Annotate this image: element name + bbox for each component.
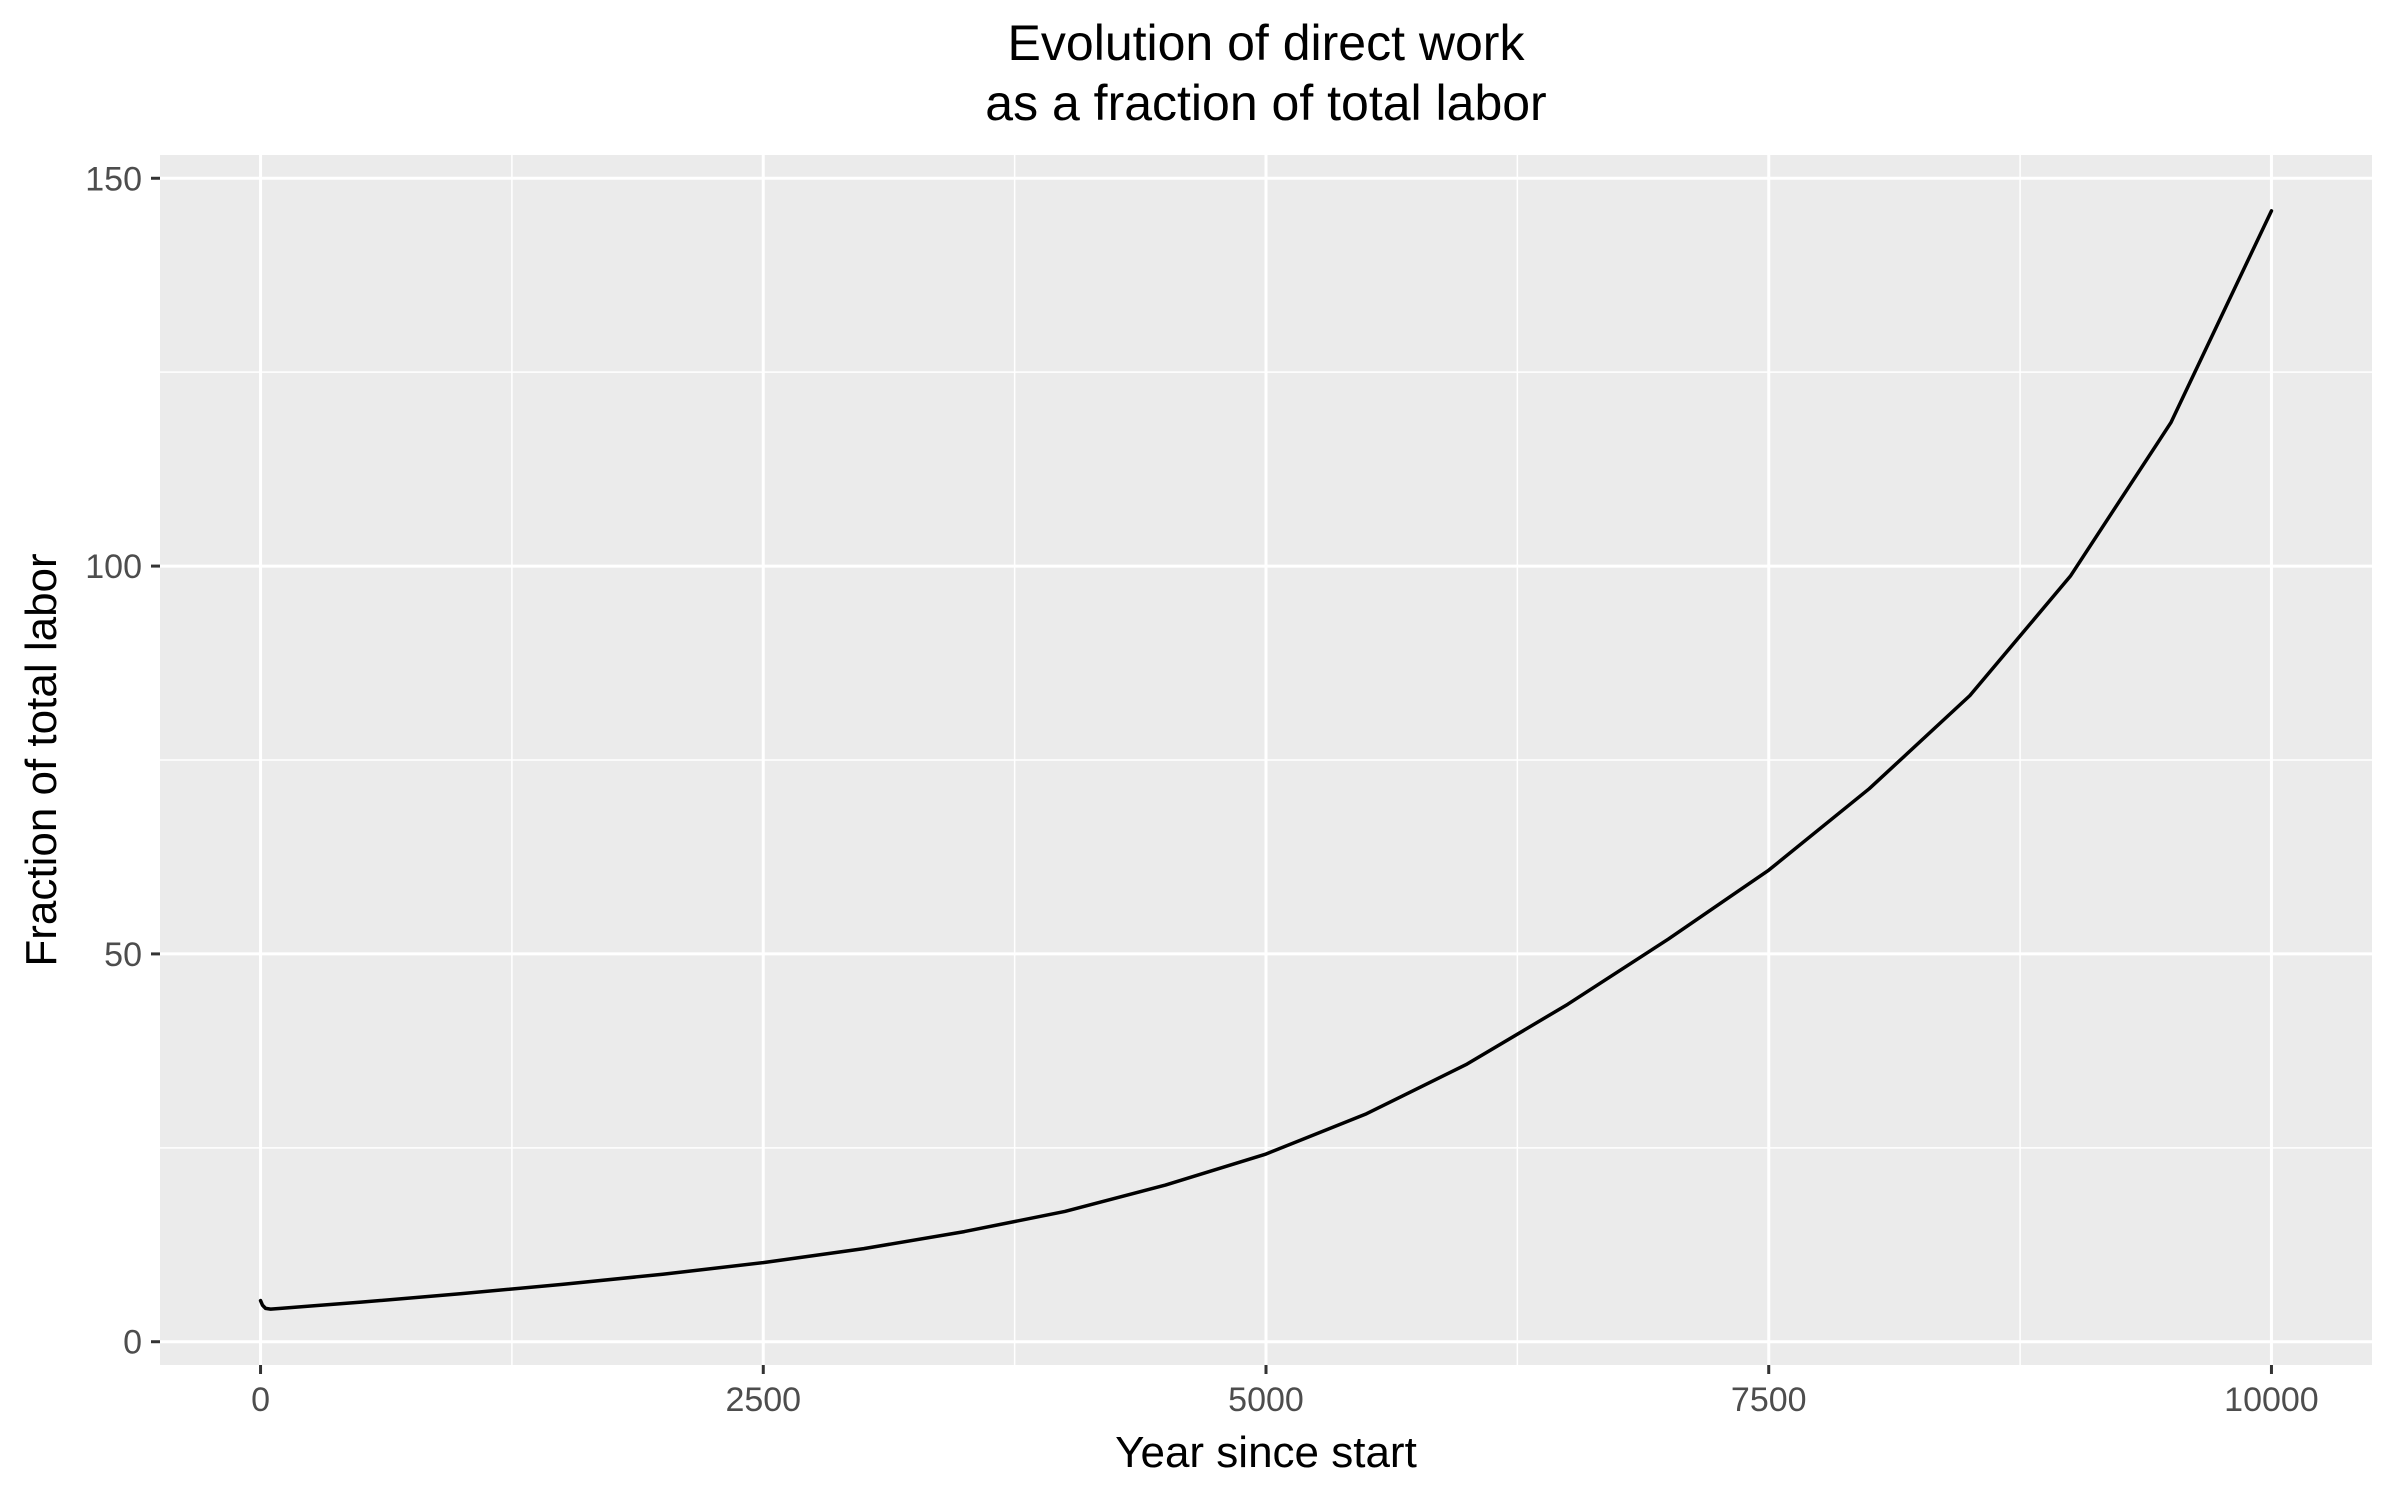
chart-title-line-1: Evolution of direct work	[1008, 15, 1526, 71]
series-layer	[258, 209, 2274, 1311]
y-tick-label-3: 150	[85, 160, 142, 198]
y-tick-label-2: 100	[85, 548, 142, 586]
series-line-0	[258, 209, 2274, 1311]
x-tick-label-2: 5000	[1228, 1381, 1304, 1419]
x-tick-label-0: 0	[251, 1381, 270, 1419]
chart-title-line-2: as a fraction of total labor	[985, 75, 1546, 131]
major-gridlines	[160, 155, 2372, 1365]
y-axis-title: Fraction of total labor	[17, 553, 66, 966]
x-axis-title: Year since start	[1115, 1428, 1417, 1477]
x-tick-label-3: 7500	[1731, 1381, 1807, 1419]
y-tick-label-1: 50	[104, 936, 142, 974]
x-tick-label-4: 10000	[2224, 1381, 2319, 1419]
x-axis: 0 2500 5000 7500 10000	[251, 1365, 2319, 1419]
y-tick-label-0: 0	[123, 1324, 142, 1362]
x-tick-label-1: 2500	[725, 1381, 801, 1419]
y-axis: 0 50 100 150	[85, 160, 160, 1362]
